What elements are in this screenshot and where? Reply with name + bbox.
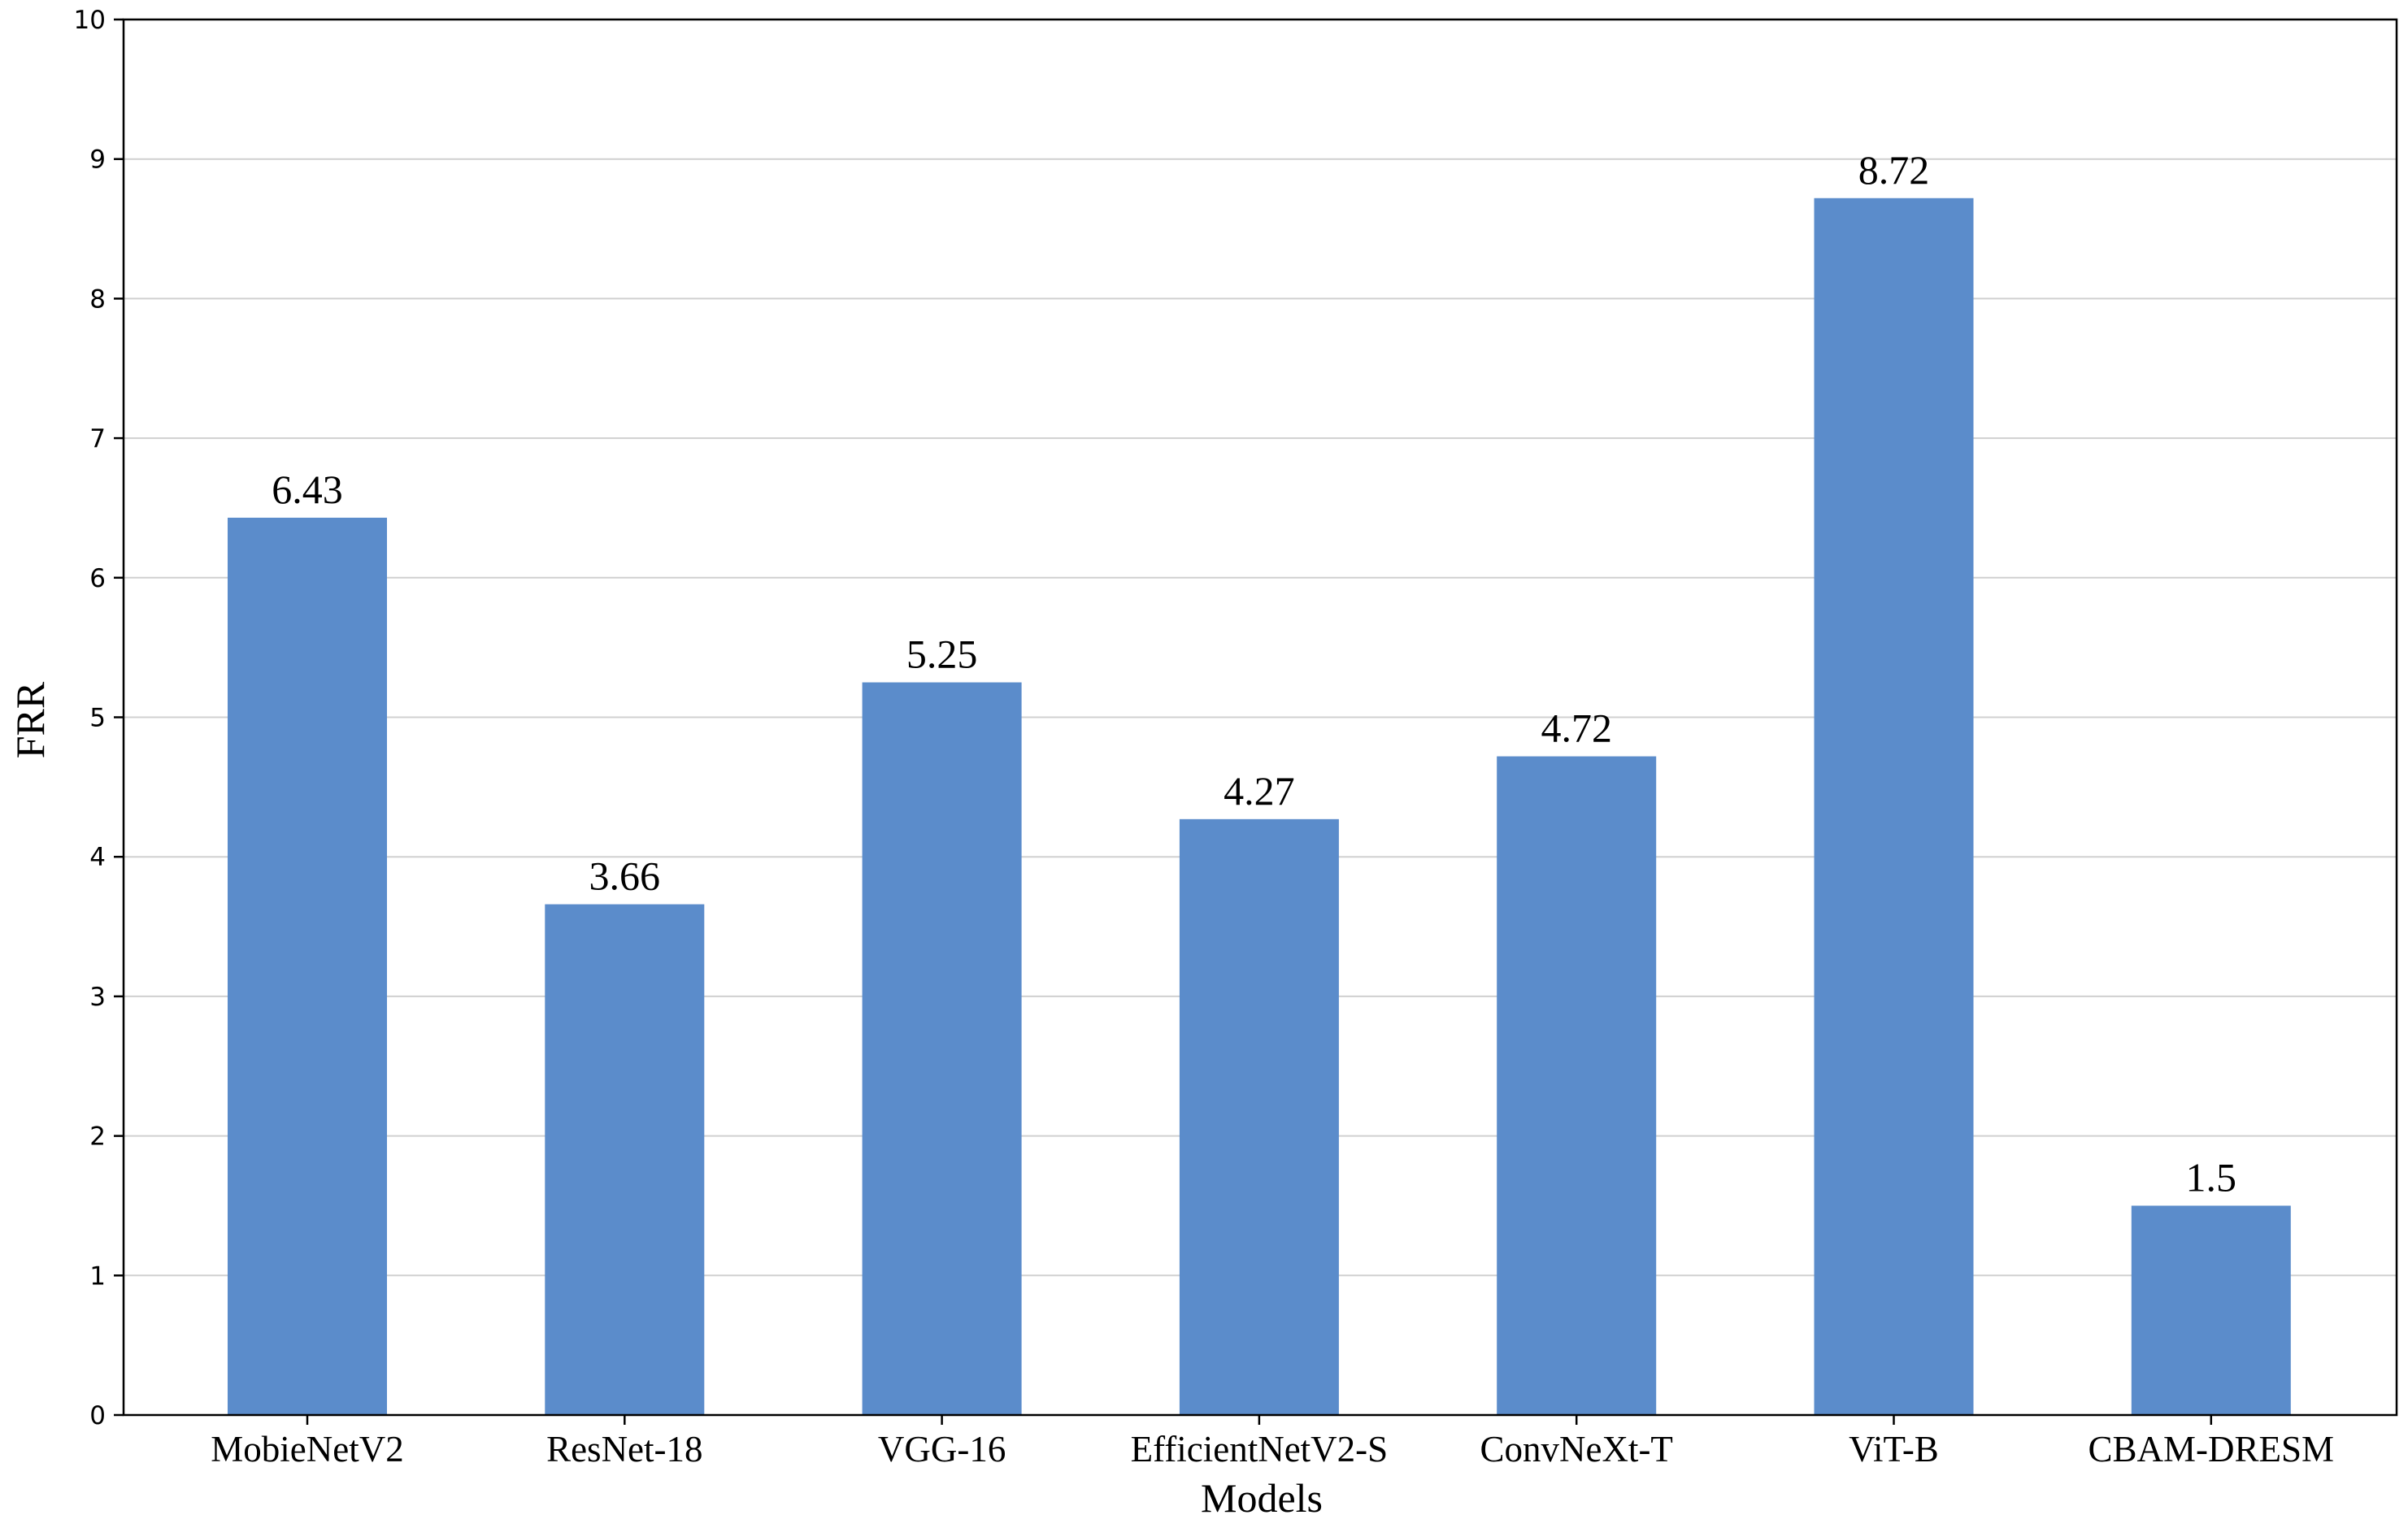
y-axis: 0 1 2 3 4 5 6 7 8 9 10 xyxy=(74,6,124,1430)
y-tick-label: 1 xyxy=(89,1261,106,1291)
y-tick-label: 4 xyxy=(89,843,106,872)
bar-vit-b xyxy=(1814,198,1974,1415)
y-tick-label: 0 xyxy=(89,1401,106,1430)
bar-efficientnetv2-s xyxy=(1179,818,1339,1415)
y-tick-label: 9 xyxy=(89,145,106,175)
data-label: 6.43 xyxy=(272,467,343,512)
x-tick-label: VGG-16 xyxy=(878,1429,1006,1469)
y-tick-label: 8 xyxy=(89,284,106,314)
y-tick-label: 6 xyxy=(89,564,106,593)
y-axis-title: FRR xyxy=(7,681,53,758)
bar-vgg-16 xyxy=(862,682,1022,1415)
data-label: 4.72 xyxy=(1541,705,1612,751)
x-tick-label: ResNet-18 xyxy=(546,1429,702,1469)
y-tick-label: 7 xyxy=(89,424,106,454)
x-tick-label: EfficientNetV2-S xyxy=(1131,1429,1389,1469)
bar-convnext-t xyxy=(1497,756,1657,1415)
y-tick-label: 10 xyxy=(74,6,106,35)
x-tick-label: MobieNetV2 xyxy=(211,1429,403,1469)
data-label-layer: 6.43 3.66 5.25 4.27 4.72 8.72 1.5 xyxy=(272,147,2236,1200)
grid-layer xyxy=(124,158,2397,1277)
data-label: 4.27 xyxy=(1224,768,1295,814)
x-axis-title: Models xyxy=(1201,1475,1323,1521)
y-tick-label: 2 xyxy=(89,1122,106,1152)
data-label: 3.66 xyxy=(589,853,661,899)
bar-mobienetv2 xyxy=(228,517,387,1415)
bar-layer xyxy=(228,198,2291,1415)
bar-resnet-18 xyxy=(545,904,705,1415)
x-tick-label: CBAM-DRESM xyxy=(2089,1429,2335,1469)
data-label: 5.25 xyxy=(906,632,978,677)
x-tick-label: ConvNeXt-T xyxy=(1480,1429,1672,1469)
bar-cbam-dresm xyxy=(2131,1205,2291,1415)
x-axis: MobieNetV2 ResNet-18 VGG-16 EfficientNetV2-… xyxy=(211,1415,2334,1469)
data-label: 8.72 xyxy=(1858,147,1930,193)
x-tick-label: ViT-B xyxy=(1849,1429,1939,1469)
y-tick-label: 3 xyxy=(89,983,106,1012)
data-label: 1.5 xyxy=(2186,1154,2237,1200)
y-tick-label: 5 xyxy=(89,704,106,733)
